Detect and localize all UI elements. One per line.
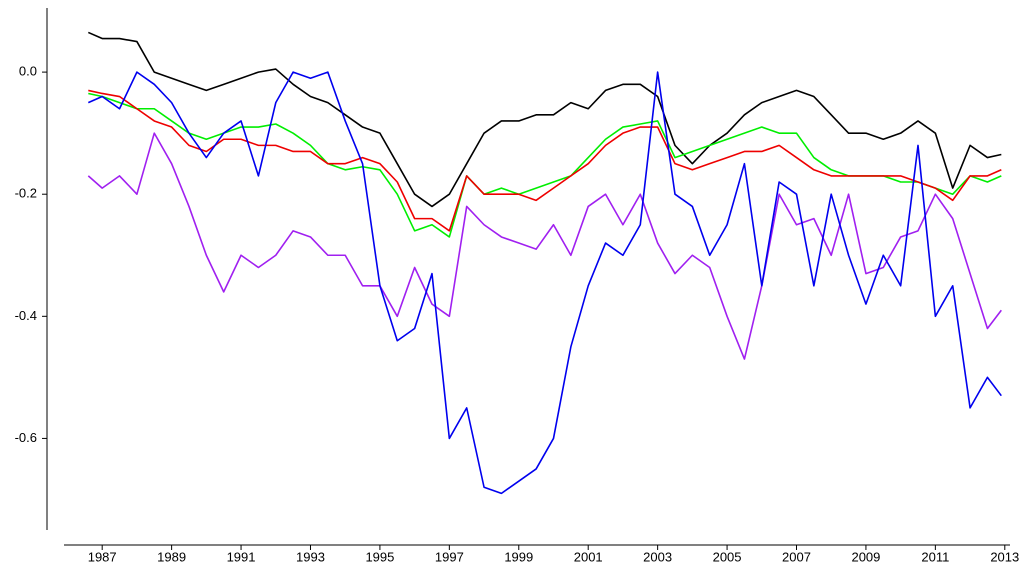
x-tick-label: 1999	[504, 549, 533, 564]
x-tick-label: 1993	[296, 549, 325, 564]
y-tick-label: -0.6	[15, 430, 37, 445]
series-line	[87, 132, 1002, 360]
x-tick-label: 1997	[435, 549, 464, 564]
x-tick-label: 1989	[157, 549, 186, 564]
x-tick-label: 1995	[365, 549, 394, 564]
x-tick-label: 1991	[227, 549, 256, 564]
x-tick-label: 2001	[574, 549, 603, 564]
x-tick-label: 2013	[990, 549, 1019, 564]
x-tick-label: 2011	[921, 549, 949, 564]
x-tick-label: 2009	[851, 549, 880, 564]
series-line	[88, 89, 1002, 232]
y-tick-label: -0.2	[15, 186, 37, 201]
x-tick-label: 2007	[782, 549, 811, 564]
series-line	[87, 31, 1002, 208]
x-tick-label: 2005	[713, 549, 742, 564]
x-tick-label: 1987	[88, 549, 117, 564]
y-tick-label: 0.0	[19, 64, 37, 79]
x-tick-label: 2003	[643, 549, 672, 564]
y-tick-label: -0.4	[15, 308, 37, 323]
series-line	[87, 71, 1002, 495]
